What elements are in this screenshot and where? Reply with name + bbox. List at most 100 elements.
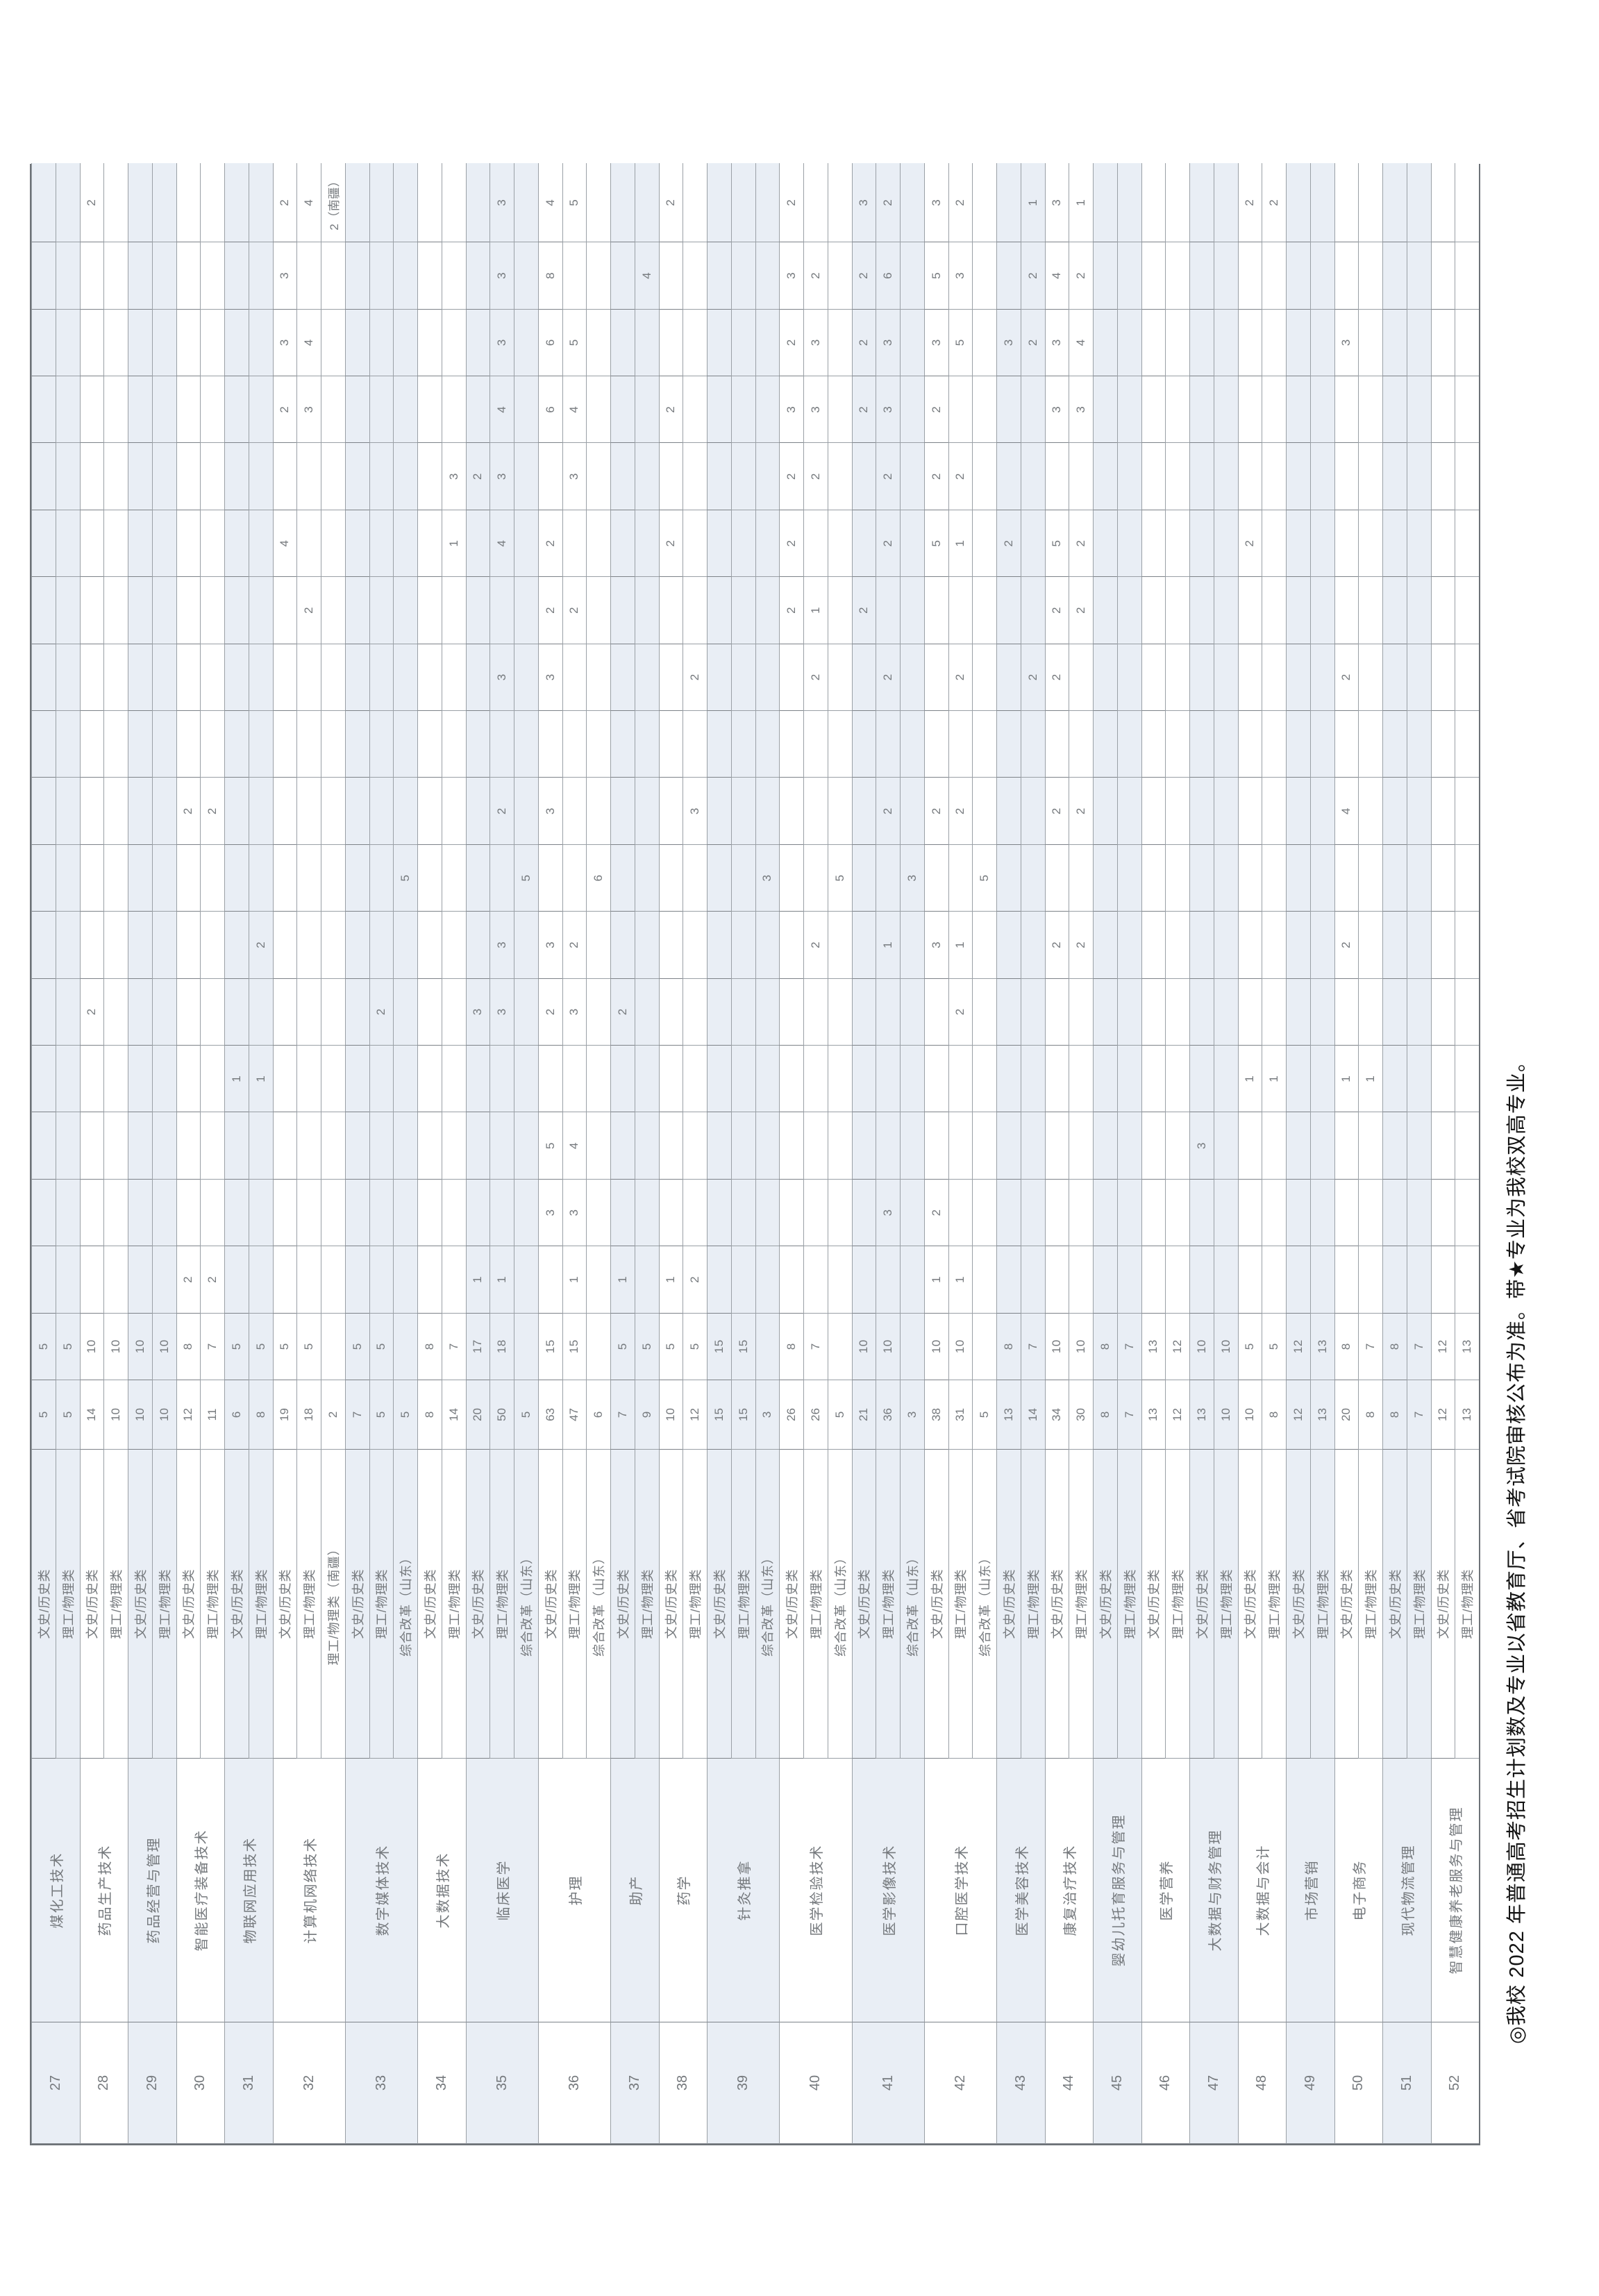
grid-cell [79,1046,104,1113]
grid-cell [1406,1046,1431,1113]
grid-cell [1093,1112,1117,1180]
grid-cell [1141,376,1166,444]
grid-cell [755,1112,780,1180]
grid-cell [1382,510,1407,578]
grid-cell [489,711,514,778]
grid-cell [707,163,731,243]
grid-cell [393,912,417,979]
grid-cell [803,1246,828,1314]
rowno-cell: 44 [1044,2022,1093,2144]
grid-cell [634,1046,659,1113]
grid-cell [224,1246,249,1314]
major-cell: 电子商务 [1334,1759,1382,2022]
grid-cell [1455,443,1479,510]
grid-cell [31,1179,56,1247]
grid-cell [369,912,394,979]
grid-cell [610,912,635,979]
grid-cell [1044,844,1069,912]
grid-cell [1116,376,1141,444]
grid-cell [1141,443,1166,510]
grid-cell [344,443,369,510]
grid-cell [948,711,973,778]
rowno-cell: 41 [851,2022,924,2144]
grid-cell [1309,644,1334,711]
plan-cell: 8 [417,1380,442,1450]
grid-cell [658,844,683,912]
grid-cell [1213,844,1238,912]
grid-cell [417,510,442,578]
grid-cell [707,778,731,845]
grid-cell [1044,443,1069,510]
grid-cell [779,644,803,711]
grid-cell [803,163,828,243]
grid-cell [1406,778,1431,845]
plan-cell: 12 [1430,1380,1455,1450]
grid-cell [972,1313,996,1380]
grid-cell [634,510,659,578]
plan-cell: 10 [658,1380,683,1450]
grid-cell [972,376,996,444]
grid-cell [369,242,394,310]
grid-cell [1430,1246,1455,1314]
grid-cell: 3 [1334,309,1359,376]
grid-cell [1165,1112,1189,1180]
grid-cell [900,912,924,979]
grid-cell [296,644,321,711]
grid-cell [1213,912,1238,979]
grid-cell [79,844,104,912]
plan-cell: 8 [1358,1380,1382,1450]
grid-cell [1430,711,1455,778]
grid-cell [1382,309,1407,376]
grid-cell [176,577,201,644]
plan-cell: 50 [489,1380,514,1450]
grid-cell [1358,577,1382,644]
grid-cell [634,577,659,644]
grid-cell [224,978,249,1046]
grid-cell [103,163,128,243]
grid-cell: 3 [1044,163,1069,243]
grid-cell [369,844,394,912]
grid-cell [1116,1112,1141,1180]
grid-cell [634,844,659,912]
grid-cell [1262,711,1286,778]
major-cell: 大数据与会计 [1237,1759,1286,2022]
grid-cell [1309,510,1334,578]
grid-cell [1430,778,1455,845]
grid-cell [176,163,201,243]
grid-cell [851,443,876,510]
grid-cell: 1 [948,912,973,979]
rowno-cell: 33 [344,2022,417,2144]
grid-cell: 4 [1069,309,1093,376]
grid-cell [1455,242,1479,310]
grid-cell [128,711,152,778]
plan-cell: 12 [1165,1380,1189,1450]
grid-cell [1286,1046,1310,1113]
grid-cell [441,778,466,845]
grid-cell [128,443,152,510]
grid-cell [827,163,852,243]
grid-cell [128,978,152,1046]
grid-cell: 8 [537,242,562,310]
grid-cell [441,163,466,243]
grid-cell [465,309,490,376]
grid-cell: 1 [248,1046,273,1113]
grid-cell [417,844,442,912]
grid-cell [1141,644,1166,711]
grid-cell [1237,376,1262,444]
grid-cell: 10 [128,1313,152,1380]
grid-cell [79,376,104,444]
grid-cell [1430,912,1455,979]
grid-cell [586,1179,610,1247]
grid-cell [55,844,80,912]
grid-cell [321,1313,345,1380]
grid-cell [1237,242,1262,310]
grid-cell [1430,443,1455,510]
grid-cell [1189,711,1214,778]
grid-cell [634,778,659,845]
grid-cell [200,376,224,444]
plan-cell: 8 [1262,1380,1286,1450]
major-cell: 婴幼儿托育服务与管理 [1093,1759,1141,2022]
grid-cell [1093,844,1117,912]
grid-cell [1455,163,1479,243]
category-cell: 理工/物理类 [1406,1450,1431,1759]
